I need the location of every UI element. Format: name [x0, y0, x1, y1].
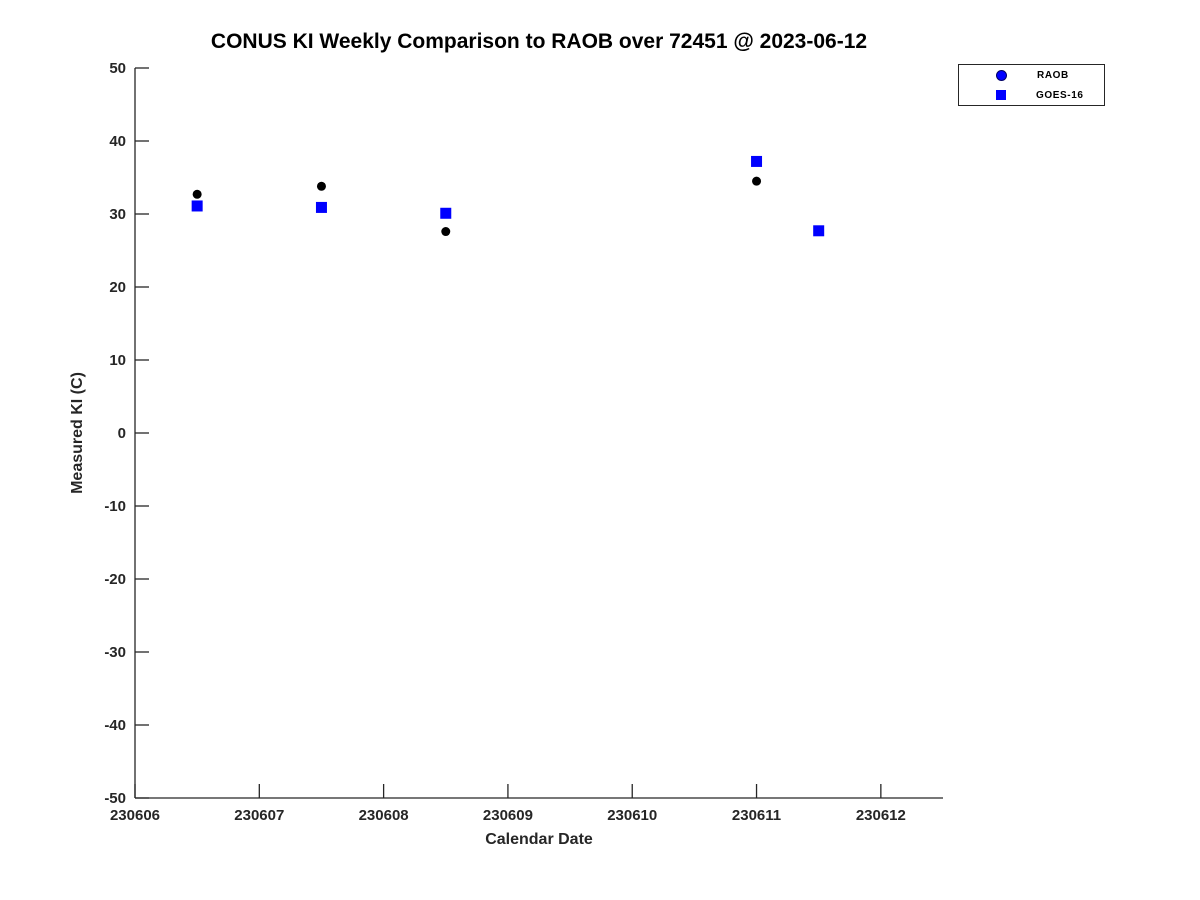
data-point-goes-16	[440, 207, 452, 219]
x-tick-label: 230607	[234, 807, 284, 824]
data-point-raob	[441, 227, 451, 237]
data-point-goes-16	[751, 155, 763, 167]
raob-circle-marker-icon	[996, 69, 1007, 81]
y-tick-label: -20	[104, 571, 126, 588]
y-axis-label: Measured KI (C)	[69, 372, 86, 494]
y-tick-label: 20	[109, 279, 126, 296]
data-point-raob	[316, 181, 326, 191]
y-tick-label: 0	[118, 425, 126, 442]
y-tick-label: -40	[104, 717, 126, 734]
x-tick-label: 230606	[110, 807, 160, 824]
y-tick-label: 10	[109, 352, 126, 369]
x-axis-label: Calendar Date	[485, 831, 593, 848]
legend: RAOB GOES-16	[958, 64, 1105, 106]
y-tick-label: 30	[109, 206, 126, 223]
legend-item-goes16: GOES-16	[959, 85, 1104, 105]
x-tick-label: 230609	[483, 807, 533, 824]
chart-title: CONUS KI Weekly Comparison to RAOB over …	[210, 30, 868, 53]
y-tick-label: 50	[109, 60, 126, 77]
data-point-raob	[752, 176, 762, 186]
x-tick-label: 230608	[359, 807, 409, 824]
y-tick-label: -30	[104, 644, 126, 661]
legend-item-raob: RAOB	[959, 65, 1104, 85]
x-tick-label: 230612	[856, 807, 906, 824]
goes16-square-marker-icon	[996, 90, 1006, 100]
y-tick-label: -50	[104, 790, 126, 807]
data-point-goes-16	[191, 200, 203, 212]
x-tick-label: 230611	[732, 807, 781, 824]
x-tick-label: 230610	[607, 807, 657, 824]
y-tick-label: 40	[109, 133, 126, 150]
data-point-goes-16	[315, 201, 327, 213]
y-tick-label: -10	[104, 498, 126, 515]
data-point-raob	[192, 189, 202, 199]
data-point-goes-16	[813, 225, 825, 237]
legend-label-raob: RAOB	[1037, 69, 1069, 81]
legend-label-goes16: GOES-16	[1036, 89, 1084, 101]
